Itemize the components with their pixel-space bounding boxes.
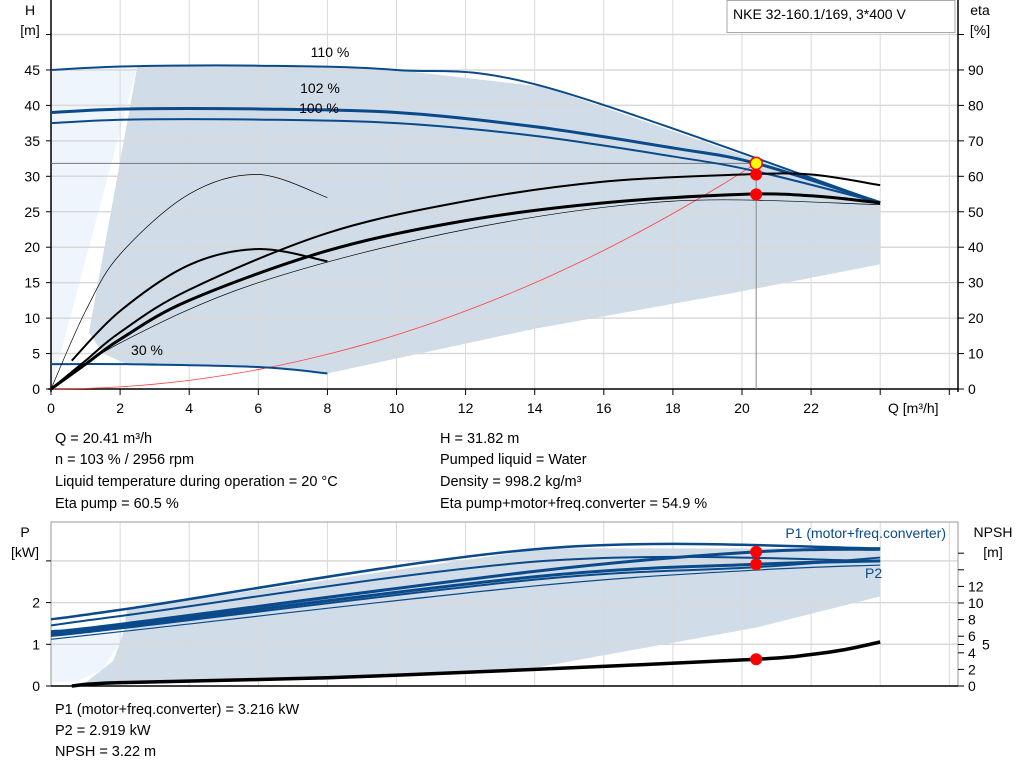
- y-tick-label: 35: [24, 133, 40, 149]
- y-tick-label: 2: [32, 595, 40, 611]
- qh-curve: [50, 64, 881, 204]
- y-tick-label: 40: [24, 97, 40, 113]
- info-density: Density = 998.2 kg/m³: [440, 474, 582, 490]
- x-tick-label: 22: [803, 400, 819, 416]
- info-liquid: Pumped liquid = Water: [440, 452, 587, 468]
- y2-tick-label: 2: [968, 661, 976, 677]
- npsh-curve: [71, 640, 881, 688]
- y2-axis-label: eta: [970, 2, 990, 18]
- efficiency-curve: [50, 172, 881, 390]
- x-tick-label: 2: [116, 400, 124, 416]
- y-tick-label: 0: [32, 678, 40, 694]
- plot-frame: [50, 521, 959, 687]
- x-tick-label: 12: [458, 400, 474, 416]
- x-tick-label: 10: [389, 400, 405, 416]
- y-tick-label: 10: [24, 310, 40, 326]
- y-tick-label: 1: [32, 636, 40, 652]
- power-curve: [50, 564, 881, 640]
- x-tick-label: 6: [254, 400, 262, 416]
- efficiency-curve: [50, 199, 881, 390]
- power-curve: [50, 555, 881, 627]
- info-h: H = 31.82 m: [440, 431, 520, 447]
- efficiency-curve: [50, 192, 881, 391]
- info-temperature: Liquid temperature during operation = 20…: [55, 474, 338, 490]
- y2-tick-label: 90: [968, 62, 984, 78]
- y2-tick-label: 80: [968, 97, 984, 113]
- operating-range-area: [85, 548, 881, 683]
- y2-tick-label: 5: [982, 637, 990, 653]
- y2-tick-label: 20: [968, 310, 984, 326]
- info-speed: n = 103 % / 2956 rpm: [55, 452, 195, 468]
- light-area: [51, 66, 138, 389]
- y2-axis-unit: [%]: [970, 22, 990, 38]
- curve-label-100: 100 %: [299, 100, 339, 116]
- power-curve: [50, 559, 881, 636]
- curve-label-102: 102 %: [300, 80, 340, 96]
- power-curve: [50, 556, 881, 637]
- x-tick-label: 8: [324, 400, 332, 416]
- curve-label-110: 110 %: [311, 44, 350, 60]
- eta-pump-point: [750, 168, 763, 181]
- y-tick-label: 15: [24, 275, 40, 291]
- power-curve: [50, 542, 881, 621]
- y-axis-label: H: [25, 2, 35, 18]
- power-curve: [50, 547, 881, 634]
- y2-tick-label: 4: [968, 645, 976, 661]
- y-tick-label: 45: [24, 62, 40, 78]
- y2-tick-label: 10: [968, 595, 984, 611]
- y2-axis-unit: [m]: [983, 544, 1002, 560]
- info-npsh: NPSH = 3.22 m: [55, 744, 157, 760]
- y-axis-unit: [m]: [20, 22, 39, 38]
- y2-tick-label: 50: [968, 204, 984, 220]
- y2-tick-label: 60: [968, 168, 984, 184]
- y-tick-label: 20: [24, 239, 40, 255]
- y2-tick-label: 40: [968, 239, 984, 255]
- eta-total-point: [750, 188, 763, 201]
- curve-label-30: 30 %: [131, 342, 163, 358]
- y-tick-label: 5: [32, 346, 40, 362]
- system-curve: [50, 163, 757, 390]
- efficiency-curve: [50, 174, 328, 390]
- info-eta-total: Eta pump+motor+freq.converter = 54.9 %: [440, 496, 708, 512]
- y2-tick-label: 0: [968, 381, 976, 397]
- x-tick-label: 20: [734, 400, 750, 416]
- y2-axis-label: NPSH: [974, 524, 1013, 540]
- npsh-point: [750, 653, 763, 666]
- efficiency-curve: [71, 247, 328, 362]
- y2-tick-label: 70: [968, 133, 984, 149]
- y-tick-label: 25: [24, 204, 40, 220]
- x-tick-label: 0: [47, 400, 55, 416]
- info-p1: P1 (motor+freq.converter) = 3.216 kW: [55, 702, 300, 718]
- y-tick-label: 30: [24, 168, 40, 184]
- y2-tick-label: 10: [968, 346, 984, 362]
- p2-point: [750, 558, 763, 571]
- operating-point: [749, 156, 763, 171]
- qh-curve: [50, 118, 881, 204]
- p1-point: [750, 545, 763, 558]
- x-tick-label: 16: [596, 400, 612, 416]
- info-q: Q = 20.41 m³/h: [55, 431, 153, 447]
- info-eta-pump: Eta pump = 60.5 %: [55, 496, 179, 512]
- x-tick-label: 18: [665, 400, 681, 416]
- y2-tick-label: 8: [968, 612, 976, 628]
- title-box: [726, 0, 956, 33]
- x-tick-label: 4: [185, 400, 193, 416]
- operating-range-area: [89, 65, 881, 374]
- y-tick-label: 0: [32, 381, 40, 397]
- y-axis-unit: [kW]: [11, 544, 39, 560]
- y-axis-label: P: [20, 524, 29, 540]
- x-tick-label: 14: [527, 400, 543, 416]
- y2-tick-label: 30: [968, 275, 984, 291]
- qh-chart: 0 2 4 6 8 10 12 14 16 18 20 22 Q [m³/h] 0 5 10 15 20 25 30 3…: [20, 0, 990, 416]
- p1-label: P1 (motor+freq.converter): [785, 525, 946, 541]
- y2-tick-label: 6: [968, 628, 976, 644]
- info-p2: P2 = 2.919 kW: [55, 723, 151, 739]
- x-axis-label: Q [m³/h]: [888, 400, 939, 416]
- light-area: [51, 627, 128, 682]
- y2-tick-label: 12: [968, 578, 984, 594]
- chart-title: NKE 32-160.1/169, 3*400 V: [733, 6, 906, 22]
- p2-label: P2: [865, 565, 882, 581]
- y2-tick-label: 0: [968, 678, 976, 694]
